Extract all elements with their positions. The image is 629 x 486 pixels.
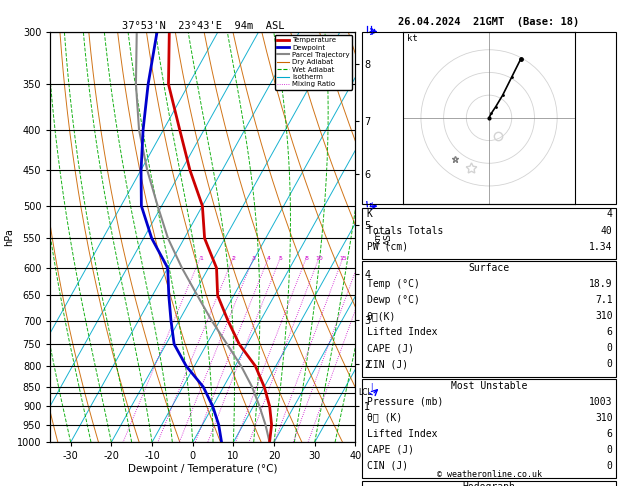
Text: © weatheronline.co.uk: © weatheronline.co.uk: [437, 469, 542, 479]
Text: Surface: Surface: [469, 263, 509, 273]
Text: 0: 0: [607, 343, 613, 353]
Text: 2: 2: [231, 257, 236, 261]
Y-axis label: km
ASL: km ASL: [374, 228, 393, 245]
Text: 6: 6: [607, 327, 613, 337]
Text: 10: 10: [316, 257, 323, 261]
Text: |: |: [370, 202, 372, 209]
Text: θᴇ(K): θᴇ(K): [367, 311, 396, 321]
Text: 4: 4: [267, 257, 271, 261]
Text: CIN (J): CIN (J): [367, 359, 408, 369]
Y-axis label: hPa: hPa: [4, 228, 14, 246]
Text: LCL: LCL: [359, 388, 372, 397]
Text: 20: 20: [357, 257, 365, 261]
Text: Pressure (mb): Pressure (mb): [367, 397, 443, 407]
Text: Lifted Index: Lifted Index: [367, 429, 437, 439]
Text: Most Unstable: Most Unstable: [451, 381, 527, 391]
Text: 8: 8: [305, 257, 309, 261]
Text: 0: 0: [607, 445, 613, 455]
Text: 40: 40: [601, 226, 613, 236]
Text: 5: 5: [279, 257, 283, 261]
Text: 6: 6: [607, 429, 613, 439]
Text: Temp (°C): Temp (°C): [367, 279, 420, 289]
Text: 0: 0: [607, 461, 613, 471]
Text: 26.04.2024  21GMT  (Base: 18): 26.04.2024 21GMT (Base: 18): [398, 17, 580, 27]
Text: Totals Totals: Totals Totals: [367, 226, 443, 236]
Text: 15: 15: [340, 257, 347, 261]
Text: CAPE (J): CAPE (J): [367, 445, 414, 455]
Text: |: |: [370, 383, 372, 390]
Text: 1.34: 1.34: [589, 242, 613, 252]
Text: θᴇ (K): θᴇ (K): [367, 413, 402, 423]
Text: Hodograph: Hodograph: [462, 482, 516, 486]
Legend: Temperature, Dewpoint, Parcel Trajectory, Dry Adiabat, Wet Adiabat, Isotherm, Mi: Temperature, Dewpoint, Parcel Trajectory…: [275, 35, 352, 89]
Text: K: K: [367, 209, 372, 220]
Text: PW (cm): PW (cm): [367, 242, 408, 252]
Text: 310: 310: [595, 413, 613, 423]
Title: 37°53'N  23°43'E  94m  ASL: 37°53'N 23°43'E 94m ASL: [121, 21, 284, 31]
Text: CIN (J): CIN (J): [367, 461, 408, 471]
Text: 1: 1: [199, 257, 203, 261]
Text: kt: kt: [408, 34, 418, 43]
X-axis label: Dewpoint / Temperature (°C): Dewpoint / Temperature (°C): [128, 464, 277, 474]
Text: 7.1: 7.1: [595, 295, 613, 305]
Text: 0: 0: [607, 359, 613, 369]
Text: 18.9: 18.9: [589, 279, 613, 289]
Text: Lifted Index: Lifted Index: [367, 327, 437, 337]
Text: 1003: 1003: [589, 397, 613, 407]
Text: 310: 310: [595, 311, 613, 321]
Text: Dewp (°C): Dewp (°C): [367, 295, 420, 305]
Text: CAPE (J): CAPE (J): [367, 343, 414, 353]
Text: |: |: [370, 28, 372, 35]
Text: 4: 4: [607, 209, 613, 220]
Text: 3: 3: [252, 257, 256, 261]
